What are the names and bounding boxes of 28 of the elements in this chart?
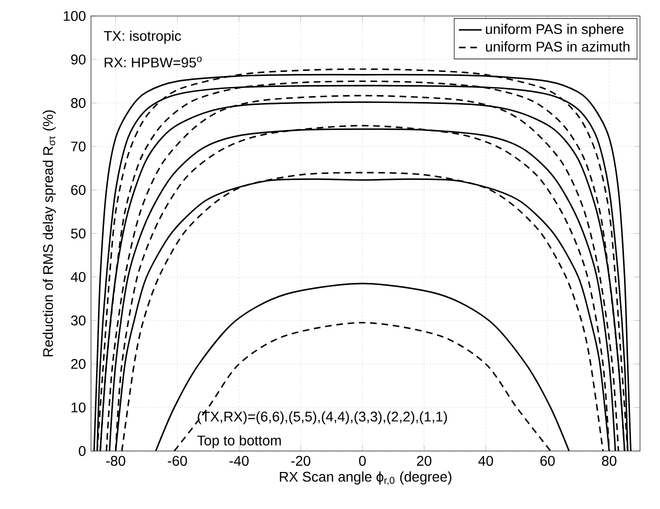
y-tick-label: 40 bbox=[70, 272, 86, 282]
x-tick-label: 60 bbox=[540, 456, 555, 466]
y-axis-title: Reduction of RMS delay spread R$_{στ}$ (%) bbox=[42, 110, 56, 356]
x-tick-label: -40 bbox=[230, 456, 249, 466]
annotation: TX: isotropic bbox=[104, 30, 181, 44]
x-tick-label: 20 bbox=[417, 456, 432, 466]
x-axis-title: RX Scan angle ϕ$_{r,0}$ (degree) bbox=[280, 471, 452, 486]
legend-label: uniform PAS in sphere bbox=[486, 24, 624, 37]
y-tick-label: 60 bbox=[71, 185, 86, 195]
annotation: RX: HPBW=95$^{o}$ bbox=[104, 56, 202, 68]
x-tick-label: 80 bbox=[602, 456, 616, 466]
y-tick-label: 80 bbox=[71, 98, 86, 108]
x-tick-label: -20 bbox=[291, 456, 310, 466]
x-tick-label: -60 bbox=[168, 456, 187, 466]
x-tick-label: -80 bbox=[106, 456, 126, 466]
y-tick-label: 70 bbox=[71, 142, 86, 152]
y-tick-label: 90 bbox=[71, 54, 86, 64]
y-tick-label: 20 bbox=[71, 359, 86, 369]
y-tick-label: 30 bbox=[71, 316, 86, 326]
annotation: Top to bottom bbox=[197, 435, 281, 448]
x-tick-label: 0 bbox=[359, 456, 366, 466]
y-tick-label: 10 bbox=[72, 402, 86, 412]
y-tick-label: 50 bbox=[71, 228, 86, 238]
y-tick-label: 100 bbox=[64, 11, 86, 21]
x-tick-label: 40 bbox=[478, 456, 494, 466]
annotation: (TX,RX)=(6,6),(5,5),(4,4),(3,3),(2,2),(1,1) bbox=[198, 411, 447, 424]
y-tick-label: 0 bbox=[78, 446, 86, 456]
legend-label: uniform PAS in azimuth bbox=[486, 41, 630, 52]
